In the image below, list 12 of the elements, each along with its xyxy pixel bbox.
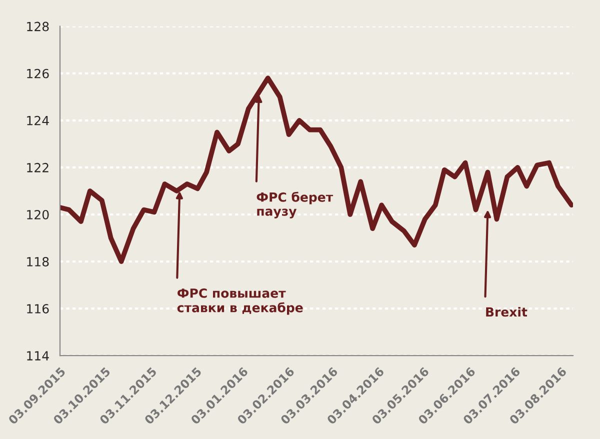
y-tick-label: 118 xyxy=(27,256,49,266)
line-series xyxy=(60,76,573,264)
y-tick-label: 116 xyxy=(27,304,49,314)
y-tick-label: 128 xyxy=(27,22,49,32)
y-tick-label: 114 xyxy=(27,351,49,360)
annotation: Brexit xyxy=(486,307,528,317)
y-tick-label: 126 xyxy=(27,68,49,78)
y-tick-label: 124 xyxy=(27,116,49,126)
annotation: ФРС повышает ставки в декабре xyxy=(177,288,303,315)
annotation: ФРС берет паузу xyxy=(256,192,334,218)
y-tick-label: 122 xyxy=(27,162,48,172)
y-tick-label: 120 xyxy=(27,210,49,220)
